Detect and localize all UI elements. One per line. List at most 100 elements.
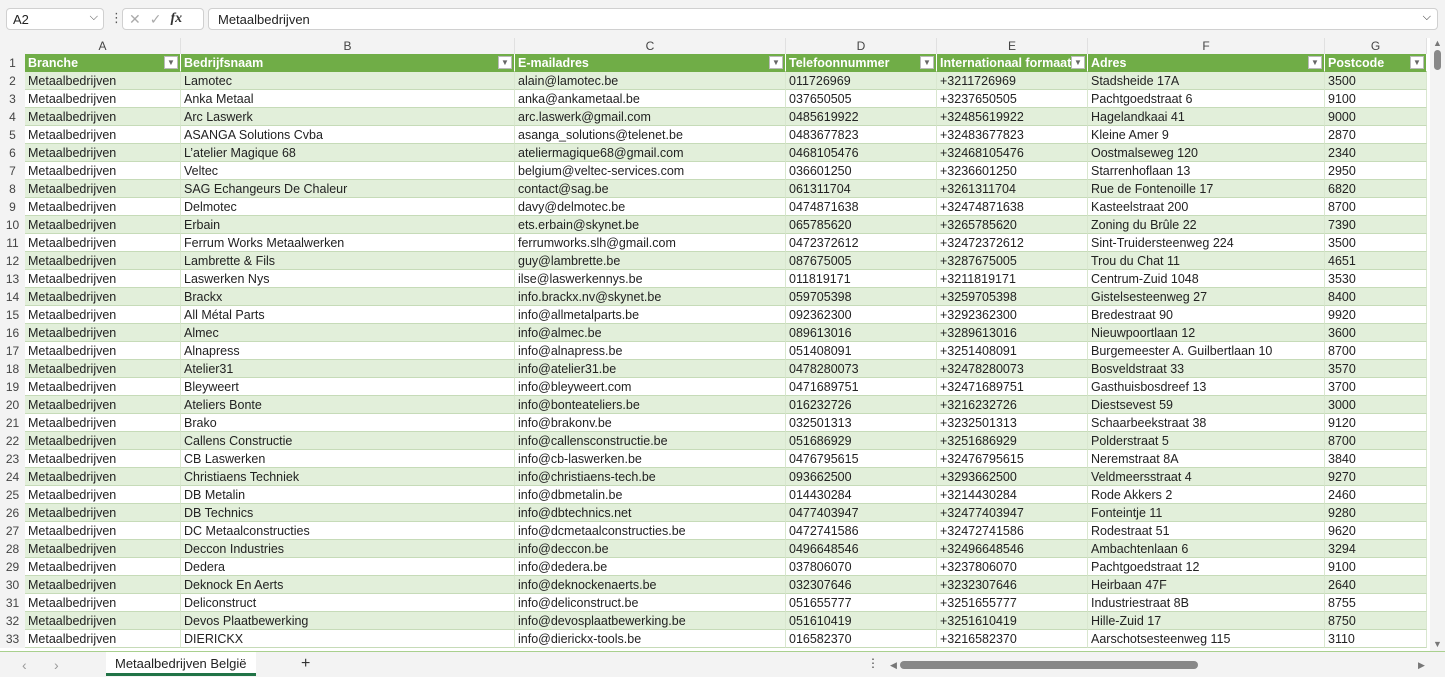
cell[interactable]: Rode Akkers 2 xyxy=(1088,486,1325,504)
cell[interactable]: 016582370 xyxy=(786,630,937,648)
cell[interactable]: Ferrum Works Metaalwerken xyxy=(181,234,515,252)
cell[interactable]: +3289613016 xyxy=(937,324,1088,342)
cell[interactable]: 3600 xyxy=(1325,324,1427,342)
cell[interactable]: Metaalbedrijven xyxy=(25,198,181,216)
cell[interactable]: ilse@laswerkennys.be xyxy=(515,270,786,288)
column-title[interactable]: Branche ▼ xyxy=(25,54,181,72)
cell[interactable]: Stadsheide 17A xyxy=(1088,72,1325,90)
cell[interactable]: Metaalbedrijven xyxy=(25,378,181,396)
cell[interactable]: Metaalbedrijven xyxy=(25,252,181,270)
cell[interactable]: Metaalbedrijven xyxy=(25,360,181,378)
cell[interactable]: Brackx xyxy=(181,288,515,306)
cell[interactable]: Neremstraat 8A xyxy=(1088,450,1325,468)
cell[interactable]: Brako xyxy=(181,414,515,432)
cell[interactable]: 3500 xyxy=(1325,234,1427,252)
cell[interactable]: 0468105476 xyxy=(786,144,937,162)
cell[interactable]: Metaalbedrijven xyxy=(25,144,181,162)
cell[interactable]: +32471689751 xyxy=(937,378,1088,396)
cell[interactable]: 3700 xyxy=(1325,378,1427,396)
insert-function-icon[interactable]: fx xyxy=(170,11,183,26)
cell[interactable]: +3237806070 xyxy=(937,558,1088,576)
cell[interactable]: Polderstraat 5 xyxy=(1088,432,1325,450)
cell[interactable]: 2950 xyxy=(1325,162,1427,180)
cell[interactable]: 3500 xyxy=(1325,72,1427,90)
horizontal-scroll-thumb[interactable] xyxy=(900,661,1198,669)
cell[interactable]: +32472372612 xyxy=(937,234,1088,252)
row-number[interactable]: 2 xyxy=(0,72,25,90)
cell[interactable]: Heirbaan 47F xyxy=(1088,576,1325,594)
cell[interactable]: Deknock En Aerts xyxy=(181,576,515,594)
cell[interactable]: info@atelier31.be xyxy=(515,360,786,378)
cell[interactable]: 9620 xyxy=(1325,522,1427,540)
cell[interactable]: 059705398 xyxy=(786,288,937,306)
cell[interactable]: +32483677823 xyxy=(937,126,1088,144)
cell[interactable]: info@dedera.be xyxy=(515,558,786,576)
filter-dropdown-icon[interactable]: ▼ xyxy=(1308,56,1322,69)
cell[interactable]: info@deliconstruct.be xyxy=(515,594,786,612)
cell[interactable]: Ateliers Bonte xyxy=(181,396,515,414)
row-number[interactable]: 25 xyxy=(0,486,25,504)
cell[interactable]: +32496648546 xyxy=(937,540,1088,558)
cell[interactable]: 011819171 xyxy=(786,270,937,288)
row-number[interactable]: 30 xyxy=(0,576,25,594)
prev-sheet-icon[interactable]: ‹ xyxy=(22,657,27,673)
cell[interactable]: Burgemeester A. Guilbertlaan 10 xyxy=(1088,342,1325,360)
cell[interactable]: Alnapress xyxy=(181,342,515,360)
cell[interactable]: 032307646 xyxy=(786,576,937,594)
sheet-tab-metaalbedrijven[interactable]: Metaalbedrijven België xyxy=(106,652,256,676)
cell[interactable]: +3261311704 xyxy=(937,180,1088,198)
row-number[interactable]: 16 xyxy=(0,324,25,342)
cell[interactable]: Metaalbedrijven xyxy=(25,324,181,342)
cell[interactable]: SAG Echangeurs De Chaleur xyxy=(181,180,515,198)
cell[interactable]: Metaalbedrijven xyxy=(25,540,181,558)
column-title[interactable]: E-mailadres ▼ xyxy=(515,54,786,72)
cell[interactable]: Starrenhoflaan 13 xyxy=(1088,162,1325,180)
cell[interactable]: Schaarbeekstraat 38 xyxy=(1088,414,1325,432)
cell[interactable]: 061311704 xyxy=(786,180,937,198)
cell[interactable]: ASANGA Solutions Cvba xyxy=(181,126,515,144)
column-title[interactable]: Bedrijfsnaam ▼ xyxy=(181,54,515,72)
expand-formula-icon[interactable]: ⌵ xyxy=(1422,11,1431,23)
column-title[interactable]: Internationaal formaat ▼ xyxy=(937,54,1088,72)
cell[interactable]: +3216582370 xyxy=(937,630,1088,648)
cell[interactable]: 2870 xyxy=(1325,126,1427,144)
cell[interactable]: 9000 xyxy=(1325,108,1427,126)
vertical-scrollbar[interactable]: ▲ ▼ xyxy=(1430,38,1445,651)
cell[interactable]: Aarschotsesteenweg 115 xyxy=(1088,630,1325,648)
cell[interactable]: info@dcmetaalconstructies.be xyxy=(515,522,786,540)
cell[interactable]: info@bonteateliers.be xyxy=(515,396,786,414)
cell[interactable]: Gistelsesteenweg 27 xyxy=(1088,288,1325,306)
row-number[interactable]: 9 xyxy=(0,198,25,216)
scroll-left-icon[interactable]: ◀ xyxy=(890,660,897,670)
cell[interactable]: info@dierickx-tools.be xyxy=(515,630,786,648)
cell[interactable]: guy@lambrette.be xyxy=(515,252,786,270)
filter-dropdown-icon[interactable]: ▼ xyxy=(498,56,512,69)
row-number[interactable]: 6 xyxy=(0,144,25,162)
cell[interactable]: ets.erbain@skynet.be xyxy=(515,216,786,234)
cell[interactable]: +32468105476 xyxy=(937,144,1088,162)
cell[interactable]: 051655777 xyxy=(786,594,937,612)
cell[interactable]: 065785620 xyxy=(786,216,937,234)
cell[interactable]: Metaalbedrijven xyxy=(25,216,181,234)
cell[interactable]: alain@lamotec.be xyxy=(515,72,786,90)
cell[interactable]: +32478280073 xyxy=(937,360,1088,378)
cell[interactable]: 0496648546 xyxy=(786,540,937,558)
row-number[interactable]: 19 xyxy=(0,378,25,396)
cell[interactable]: DB Metalin xyxy=(181,486,515,504)
cell[interactable]: +3232307646 xyxy=(937,576,1088,594)
cell[interactable]: 6820 xyxy=(1325,180,1427,198)
cell[interactable]: Metaalbedrijven xyxy=(25,522,181,540)
cell[interactable]: Christiaens Techniek xyxy=(181,468,515,486)
cell[interactable]: Metaalbedrijven xyxy=(25,162,181,180)
column-title[interactable]: Telefoonnummer ▼ xyxy=(786,54,937,72)
add-sheet-icon[interactable]: + xyxy=(301,655,311,672)
cell[interactable]: 2340 xyxy=(1325,144,1427,162)
cell[interactable]: Zoning du Brûle 22 xyxy=(1088,216,1325,234)
cell[interactable]: info@almec.be xyxy=(515,324,786,342)
cell[interactable]: Rodestraat 51 xyxy=(1088,522,1325,540)
cell[interactable]: arc.laswerk@gmail.com xyxy=(515,108,786,126)
row-number[interactable]: 17 xyxy=(0,342,25,360)
cell[interactable]: 9100 xyxy=(1325,558,1427,576)
more-options-icon[interactable]: ⋮ xyxy=(110,10,123,25)
cell[interactable]: Metaalbedrijven xyxy=(25,468,181,486)
